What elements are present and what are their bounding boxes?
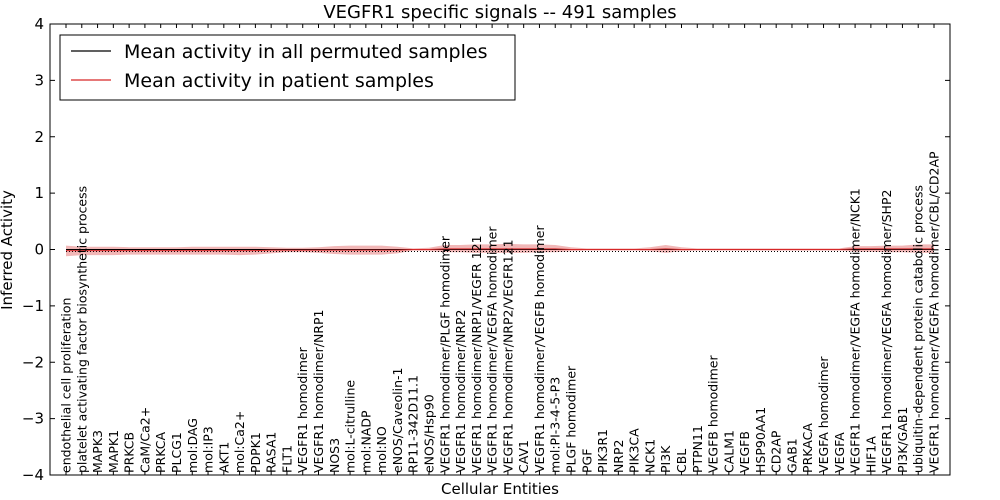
x-category-label: mol:IP3: [201, 426, 216, 473]
y-tick-label: −1: [22, 297, 44, 315]
x-category-label: PTPN11: [690, 425, 705, 473]
x-category-label: CALM1: [721, 430, 736, 473]
y-tick-label: 2: [34, 128, 44, 146]
y-tick-label: −2: [22, 353, 44, 371]
x-category-label: HIF1A: [863, 436, 878, 473]
x-category-label: PI3K/GAB1: [895, 407, 910, 473]
x-category-label: CAV1: [516, 440, 531, 473]
x-category-label: VEGFA: [832, 432, 847, 473]
x-category-label: mol:L-citrulline: [343, 380, 358, 473]
x-category-label: PIK3CA: [627, 428, 642, 473]
x-category-label: VEGFA homodimer: [816, 356, 831, 473]
x-category-label: PRKCB: [122, 432, 137, 473]
x-category-label: endothelial cell proliferation: [59, 298, 74, 473]
x-category-label: PIK3R1: [595, 429, 610, 473]
y-tick-label: 0: [34, 241, 44, 259]
x-category-label: VEGFR1 homodimer/NRP2: [453, 309, 468, 472]
x-category-label: GAB1: [785, 438, 800, 473]
x-category-label: CaM/Ca2+: [137, 407, 152, 473]
y-axis-label: Inferred Activity: [0, 190, 16, 310]
patient-mean-line: [66, 248, 934, 252]
x-category-label: mol:Ca2+: [232, 411, 247, 473]
x-category-label: ubiquitin-dependent protein catabolic pr…: [911, 185, 926, 473]
x-category-label: PRKCA: [153, 432, 168, 473]
x-category-label: PLGF homodimer: [564, 365, 579, 473]
x-category-label: VEGFR1 homodimer/NRP1: [311, 310, 326, 473]
x-category-label: VEGFR1 homodimer/VEGFB homodimer: [532, 225, 547, 473]
x-category-label: mol:NO: [374, 426, 389, 473]
x-category-label: mol:NADP: [358, 410, 373, 473]
y-tick-label: 1: [34, 184, 44, 202]
x-category-label: VEGFR1 homodimer/VEGFA homodimer/NCK1: [848, 188, 863, 473]
x-category-label: NOS3: [327, 438, 342, 473]
plot-area: −4 −3 −2 −1 0 1 2 3 4 endothelial cell proliferat…: [22, 15, 951, 484]
x-category-label: NCK1: [642, 439, 657, 473]
x-category-label: mol:DAG: [185, 418, 200, 473]
x-category-label: VEGFR1 homodimer/NRP1/VEGFR 121: [469, 235, 484, 473]
x-category-label: VEGFB homodimer: [706, 355, 721, 474]
y-tick-label: −4: [22, 466, 44, 484]
x-category-label: AKT1: [216, 442, 231, 473]
y-tick-label: −3: [22, 410, 44, 428]
x-category-label: VEGFR1 homodimer: [295, 346, 310, 473]
x-category-label: PDPK1: [248, 432, 263, 473]
legend-entry-label: Mean activity in all permuted samples: [124, 41, 487, 63]
x-category-label: CD2AP: [769, 430, 784, 473]
x-category-label: VEGFR1 homodimer/NRP2/VEGFR121: [500, 239, 515, 473]
x-category-label: eNOS/Caveolin-1: [390, 367, 405, 472]
x-category-label: mol:PI-3-4-5-P3: [548, 377, 563, 473]
x-category-label: FLT1: [279, 445, 294, 473]
chart-title: VEGFR1 specific signals -- 491 samples: [323, 2, 676, 23]
x-category-label: VEGFB: [737, 431, 752, 473]
x-category-label: MAPK1: [106, 430, 121, 473]
x-axis-label: Cellular Entities: [441, 480, 559, 498]
x-category-label: PLCG1: [169, 432, 184, 473]
x-category-label: PI3K: [658, 445, 673, 473]
x-category-label: VEGFR1 homodimer/VEGFA homodimer/SHP2: [879, 190, 894, 474]
legend-box: [59, 34, 516, 101]
x-category-label: RP11-342D11.1: [406, 375, 421, 473]
x-category-label: VEGFR1 homodimer/PLGF homodimer: [437, 235, 452, 473]
x-category-label: PGF: [579, 449, 594, 473]
x-category-label: VEGFR1 homodimer/VEGFA homodimer: [485, 226, 500, 473]
y-tick-label: 3: [34, 71, 44, 89]
patient-activity-band: [66, 243, 934, 257]
x-category-label: CBL: [674, 449, 689, 473]
x-category-label: MAPK3: [90, 430, 105, 473]
x-category-label: PRKACA: [800, 423, 815, 473]
x-category-label: NRP2: [611, 440, 626, 474]
x-category-label: RASA1: [264, 432, 279, 473]
x-category-label: HSP90AA1: [753, 407, 768, 473]
y-tick-label: 4: [34, 15, 44, 33]
legend-entry-label: Mean activity in patient samples: [124, 70, 434, 92]
x-category-label: VEGFR1 homodimer/VEGFA homodimer/CBL/CD2…: [927, 151, 942, 473]
x-category-label: platelet activating factor biosynthetic …: [74, 186, 89, 473]
x-category-label: eNOS/Hsp90: [422, 394, 437, 473]
